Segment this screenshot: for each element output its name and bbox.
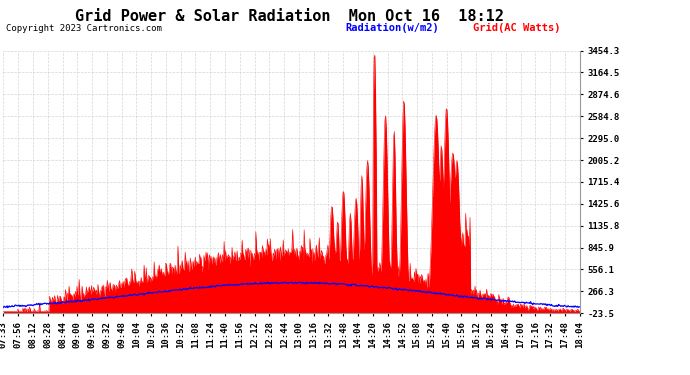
Text: Copyright 2023 Cartronics.com: Copyright 2023 Cartronics.com xyxy=(6,24,161,33)
Text: Grid(AC Watts): Grid(AC Watts) xyxy=(473,23,560,33)
Text: Radiation(w/m2): Radiation(w/m2) xyxy=(345,23,439,33)
Text: Grid Power & Solar Radiation  Mon Oct 16  18:12: Grid Power & Solar Radiation Mon Oct 16 … xyxy=(75,9,504,24)
